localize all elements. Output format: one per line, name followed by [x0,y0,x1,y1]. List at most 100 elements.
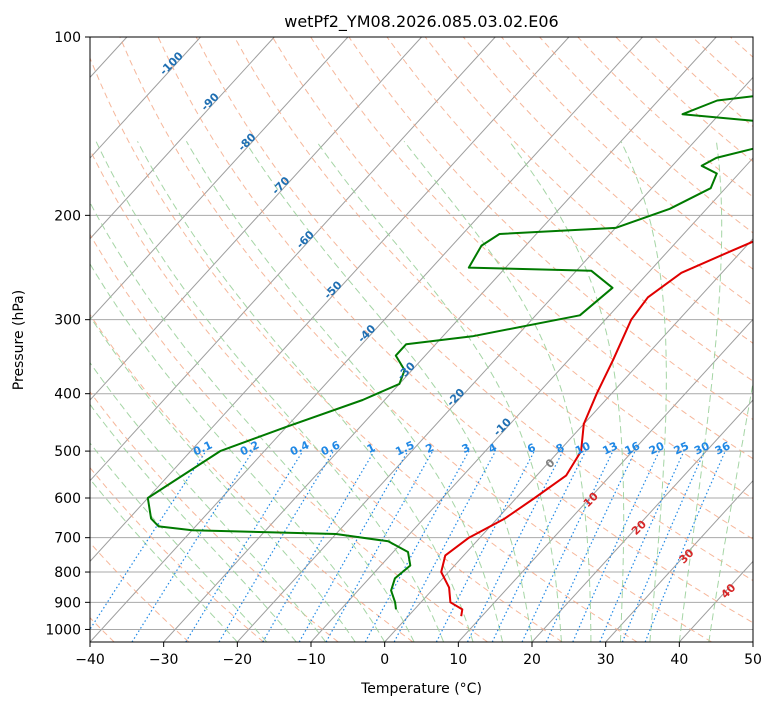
chart-title: wetPf2_YM08.2026.085.03.02.E06 [284,12,558,32]
x-tick-label: 0 [380,652,389,668]
x-tick-label: 10 [449,652,467,668]
isotherm-line [90,37,201,159]
mixing-ratio-label: 0.1 [191,438,214,458]
isotherm-line [752,641,753,642]
mixing-ratio-line [364,450,470,642]
x-tick-label: 30 [597,652,615,668]
y-axis-label: Pressure (hPa) [11,290,27,390]
plot-area [90,37,753,642]
moist-adiabat-line [708,380,753,642]
moist-adiabat-line [678,141,723,642]
dry-adiabat-label: -70 [269,174,292,197]
dry-adiabat-line [119,37,712,642]
mixing-ratio-label: 10 [573,439,593,457]
dry-adiabat-label: -100 [157,49,186,78]
moist-adiabat-line [90,201,415,642]
y-tick-label: 200 [54,208,81,224]
moist-adiabat-label: 40 [718,581,738,601]
isotherm-line [90,37,422,401]
mixing-ratio-label: 16 [623,439,643,457]
dry-adiabat-label: -80 [235,130,258,153]
mixing-ratio-label: 25 [672,439,691,457]
mixing-ratio-line [621,450,706,642]
y-tick-label: 600 [54,491,81,507]
mixing-ratio-label: 13 [601,439,620,457]
mixing-ratio-label: 2 [424,441,436,456]
dry-adiabat-label: -90 [198,90,221,113]
isotherm-line [236,76,753,642]
moist-adiabat-line [244,141,533,642]
y-tick-label: 500 [54,444,81,460]
moist-adiabat-line [137,141,474,642]
isotherm-line [90,37,349,321]
x-tick-label: −10 [296,652,326,668]
mixing-ratio-label: 20 [647,439,667,457]
dry-adiabat-line [90,391,339,642]
x-tick-label: 40 [670,652,688,668]
moist-adiabat-line [95,141,445,642]
y-tick-label: 900 [54,595,81,611]
dry-adiabat-line [272,37,753,500]
mixing-ratio-line [218,450,335,642]
dry-adiabat-line [90,56,638,642]
mixing-ratio-line [325,450,434,642]
mixing-ratio-label: 4 [486,441,499,456]
dry-adiabat-line [195,37,753,582]
dry-adiabat-line [90,233,488,642]
y-tick-label: 700 [54,531,81,547]
moist-adiabat-label: 0 [543,456,558,471]
mixing-ratio-line [466,450,564,642]
y-tick-label: 100 [54,30,81,46]
moist-adiabat-line [316,141,562,642]
dry-adiabat-line [348,37,753,421]
dry-adiabat-label: -10 [491,415,514,438]
moist-adiabat-line [90,403,297,642]
y-tick-label: 400 [54,387,81,403]
x-axis: −40 −30 −20 −10 0 10 20 30 40 50 [75,642,762,668]
x-tick-label: −30 [149,652,179,668]
moist-adiabat-line [90,478,238,642]
dry-adiabat-line [462,37,753,307]
moist-adiabat-line [508,141,625,642]
isotherm-line [384,237,753,642]
isotherm-line [457,318,753,642]
moist-adiabat-line [403,140,592,642]
isotherm-line [90,37,275,240]
dry-adiabat-line [653,37,753,128]
mixing-ratio-line [185,450,304,642]
x-tick-label: 50 [744,652,762,668]
dry-adiabat-line [310,37,753,460]
mixing-ratio-line [599,450,685,642]
y-tick-label: 800 [54,565,81,581]
temperature-profile-line [440,240,753,617]
mixing-ratio-label: 6 [525,441,538,456]
curve-labels: 0.1 0.2 0.4 0.6 1 1.5 2 3 4 6 8 10 13 16 20 25 30 36-100-… [157,49,739,601]
dry-adiabat-line [90,542,190,642]
x-tick-label: −40 [75,652,105,668]
mixing-ratio-line [90,450,207,631]
dry-adiabat-line [157,37,753,624]
dry-adiabat-label: -60 [294,228,317,251]
dry-adiabat-line [386,37,753,382]
moist-adiabat-line [90,315,356,642]
dewpoint-profile-line [146,95,753,610]
mixing-ratio-label: 30 [692,439,712,457]
dry-adiabat-line [615,37,753,163]
y-tick-label: 1000 [45,622,81,638]
moist-adiabat-line [620,141,667,642]
dry-adiabat-line [90,148,563,642]
dry-adiabat-label: -50 [321,278,344,301]
isotherm-line [605,479,753,642]
mixing-ratio-line [491,450,587,642]
mixing-ratio-label: 1.5 [393,438,416,458]
y-tick-label: 300 [54,313,81,329]
mixing-ratio-line [393,450,497,642]
mixing-ratio-line [131,450,254,642]
mixing-ratio-line [572,450,660,642]
moist-adiabat-label: 30 [677,546,697,566]
y-axis: 100 200 300 400 500 600 700 800 900 1000 [45,30,90,638]
dry-adiabat-line [90,466,264,642]
x-tick-label: −20 [223,652,253,668]
mixing-ratio-label: 0.2 [238,438,261,458]
